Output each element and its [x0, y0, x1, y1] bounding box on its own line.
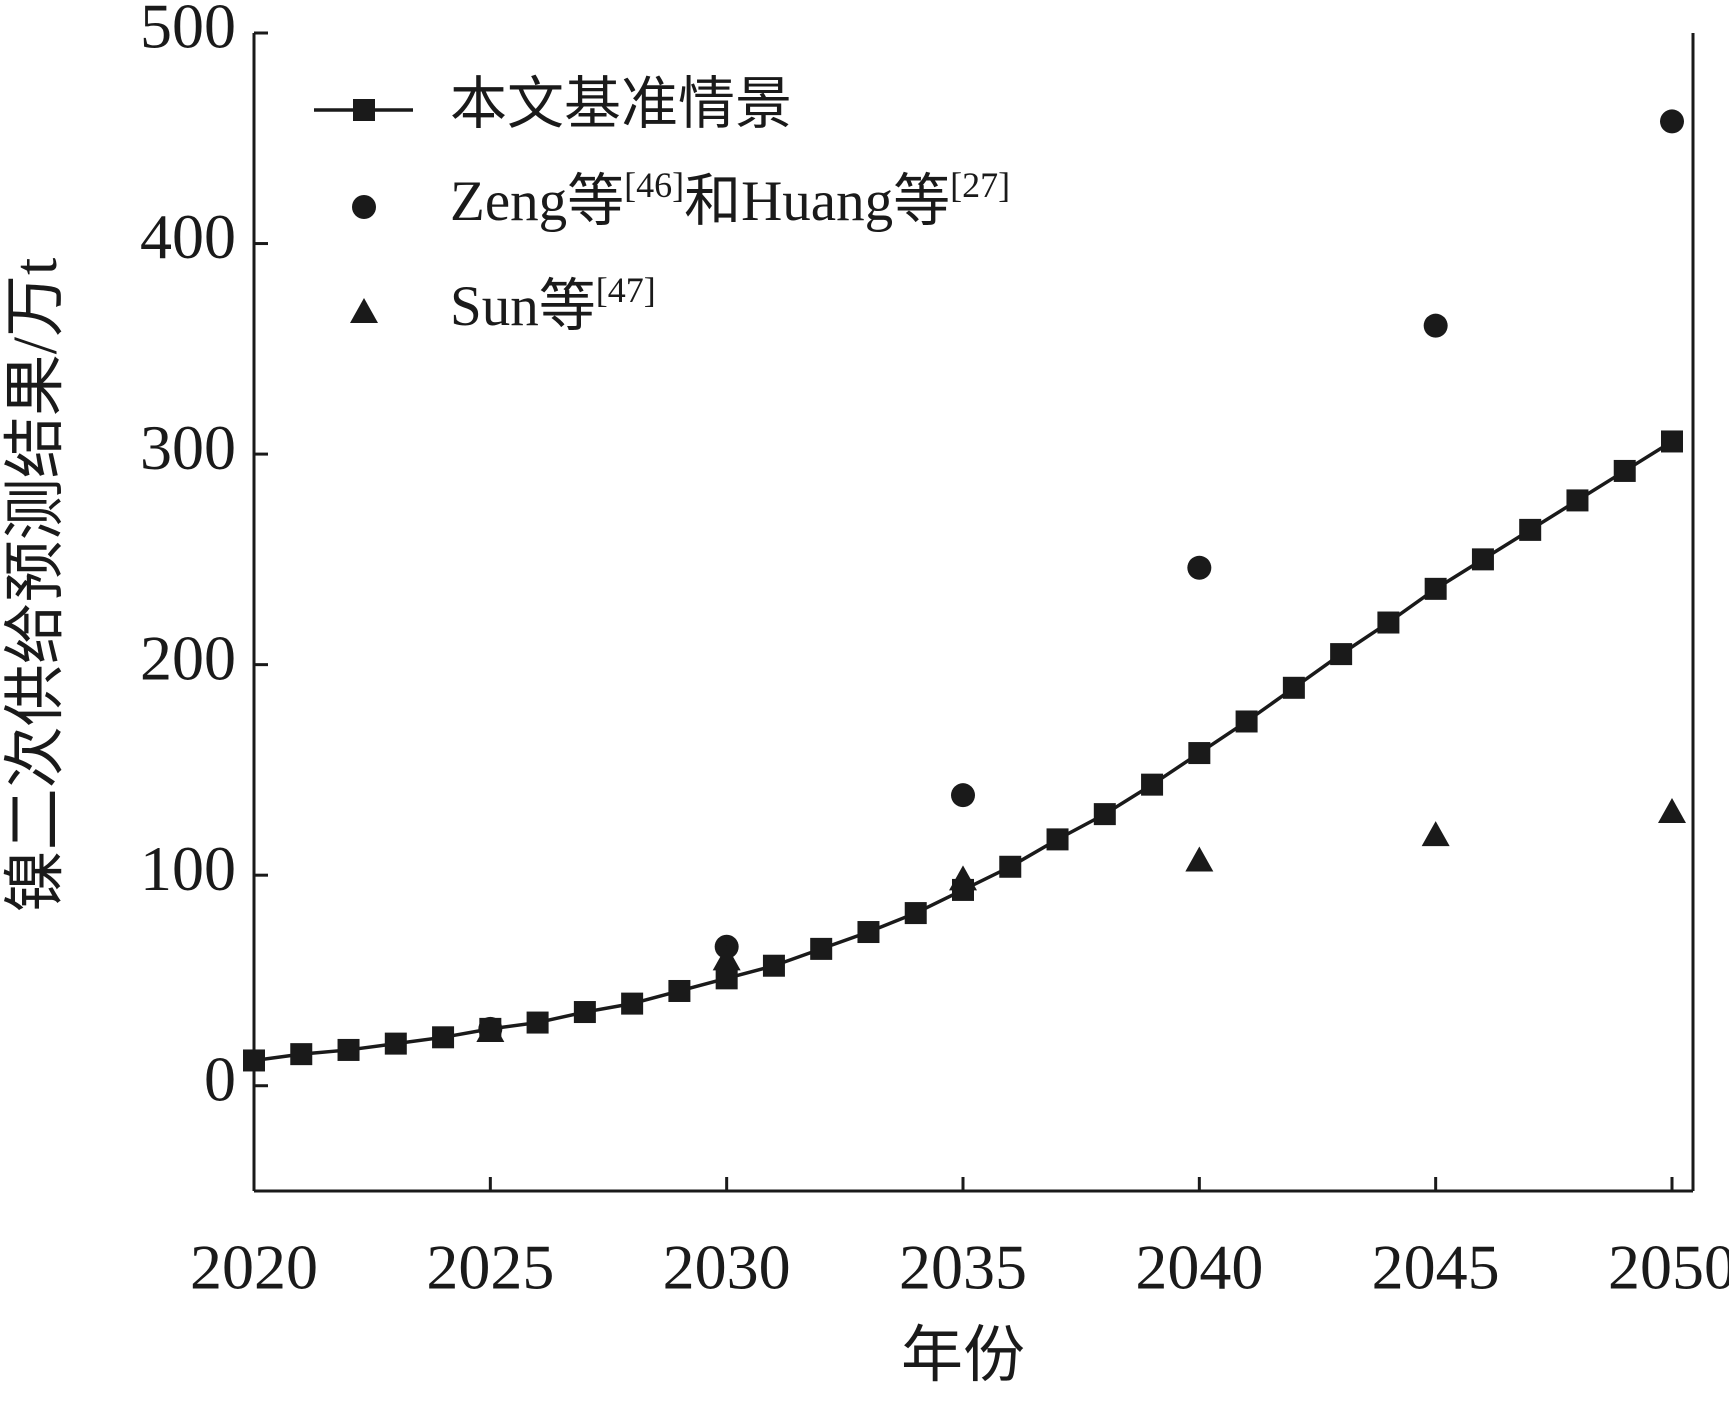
y-axis-title: 镍二次供给预测结果/万t	[2, 258, 70, 912]
y-tick-label: 300	[140, 412, 236, 483]
legend-label: Zeng等[46]和Huang等[27]	[450, 165, 1010, 233]
marker	[1421, 821, 1450, 847]
y-tick-label: 400	[140, 201, 236, 272]
marker	[1424, 577, 1447, 600]
marker	[1660, 109, 1684, 134]
x-tick-label: 2025	[426, 1232, 554, 1303]
marker	[1661, 430, 1683, 453]
legend-label-part: [46]	[624, 165, 684, 205]
marker	[762, 954, 785, 977]
y-tick-label: 500	[140, 0, 236, 62]
marker	[904, 902, 927, 925]
legend-label-part: Sun等	[450, 275, 596, 338]
legend-label-part: 和Huang等	[684, 170, 950, 233]
marker	[526, 1011, 549, 1034]
x-tick-label: 2045	[1372, 1232, 1500, 1303]
legend-marker	[350, 298, 378, 323]
marker	[1188, 742, 1211, 765]
y-tick-label: 200	[140, 622, 236, 693]
marker	[1519, 518, 1542, 541]
x-axis-title: 年份	[901, 1322, 1025, 1390]
legend-label-part: Zeng等	[450, 170, 624, 233]
x-tick-label: 2050	[1608, 1232, 1729, 1303]
x-tick-label: 2030	[663, 1232, 791, 1303]
marker	[1377, 611, 1400, 634]
legend-label-part: [47]	[596, 270, 656, 310]
marker	[1141, 773, 1164, 796]
marker	[1658, 798, 1686, 824]
y-tick-label: 0	[204, 1043, 236, 1114]
legend-label-part: [27]	[950, 165, 1010, 205]
marker	[1093, 803, 1116, 826]
marker	[810, 937, 833, 960]
marker	[290, 1043, 313, 1066]
marker	[1282, 676, 1305, 699]
x-tick-label: 2020	[190, 1232, 318, 1303]
marker	[1187, 555, 1212, 580]
marker	[573, 1001, 596, 1024]
marker	[1471, 548, 1494, 571]
marker	[999, 855, 1022, 878]
marker	[243, 1049, 265, 1072]
marker	[432, 1026, 455, 1049]
marker	[951, 783, 975, 808]
marker	[384, 1032, 407, 1055]
marker	[949, 865, 977, 891]
marker	[1423, 313, 1448, 338]
legend-marker	[353, 99, 375, 121]
marker	[1613, 459, 1636, 482]
marker	[1330, 643, 1353, 666]
marker	[337, 1038, 360, 1061]
marker	[1566, 489, 1589, 512]
y-tick-label: 100	[140, 833, 236, 904]
marker	[621, 992, 644, 1015]
marker	[857, 921, 880, 944]
marker	[1185, 846, 1214, 872]
marker	[668, 979, 691, 1002]
marker	[476, 1016, 505, 1042]
marker	[1235, 710, 1258, 733]
legend-label: Sun等[47]	[450, 270, 656, 338]
series-line	[253, 439, 1673, 1063]
legend-label-part: 本文基准情景	[450, 73, 792, 136]
x-tick-label: 2040	[1135, 1232, 1263, 1303]
marker	[712, 945, 741, 971]
marker	[715, 967, 738, 990]
legend-marker	[352, 195, 376, 219]
marker	[1046, 828, 1069, 851]
x-tick-label: 2035	[899, 1232, 1027, 1303]
legend-label: 本文基准情景	[450, 73, 792, 136]
